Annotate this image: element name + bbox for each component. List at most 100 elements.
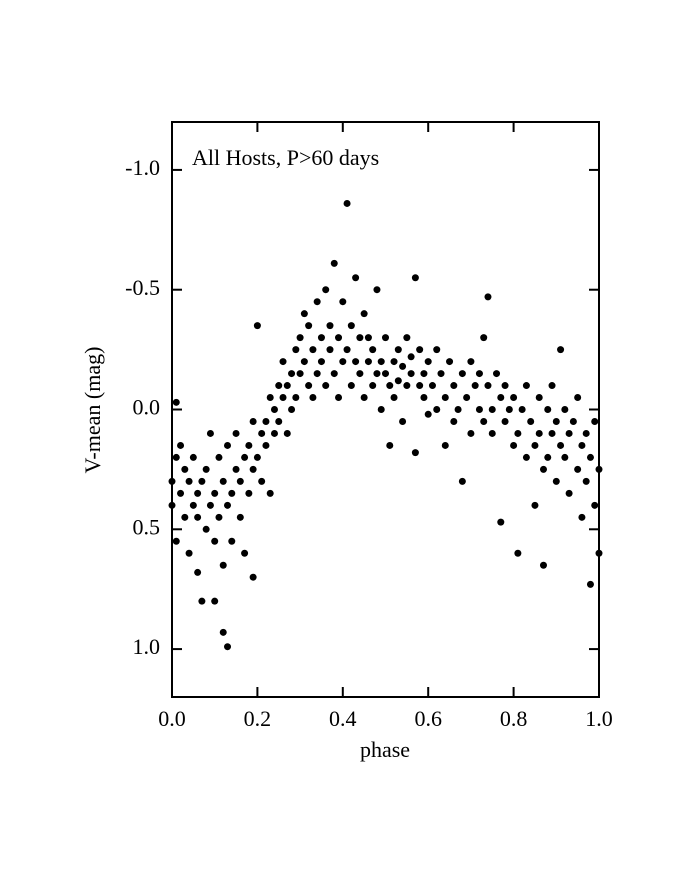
point <box>578 513 586 521</box>
point <box>347 322 355 330</box>
point <box>262 441 270 449</box>
point <box>317 358 325 366</box>
point <box>232 465 240 473</box>
point <box>198 477 206 485</box>
point <box>245 441 253 449</box>
point <box>552 477 560 485</box>
point <box>258 429 266 437</box>
point <box>411 449 419 457</box>
point <box>561 406 569 413</box>
point <box>407 353 415 361</box>
point <box>424 358 432 366</box>
point <box>535 429 543 437</box>
point <box>194 513 202 521</box>
point <box>475 370 483 378</box>
point <box>591 501 599 509</box>
point <box>266 489 274 497</box>
point <box>552 417 560 425</box>
point <box>232 429 240 437</box>
point <box>565 489 573 497</box>
point <box>253 322 261 330</box>
point <box>206 429 214 437</box>
point <box>428 382 436 390</box>
point <box>501 382 509 390</box>
point <box>377 406 385 413</box>
y-tick-label: 0.0 <box>133 395 161 420</box>
point <box>181 465 189 473</box>
point <box>527 417 535 425</box>
point <box>475 406 483 413</box>
point <box>403 382 411 390</box>
point <box>591 417 599 425</box>
x-axis-label: phase <box>360 737 410 762</box>
point <box>454 406 462 413</box>
point <box>202 525 210 533</box>
y-tick-label: 0.5 <box>133 514 161 539</box>
point <box>300 358 308 366</box>
point <box>586 580 594 588</box>
point <box>322 382 330 390</box>
point <box>467 358 475 366</box>
point <box>322 286 330 294</box>
point <box>356 334 364 342</box>
point <box>215 513 223 521</box>
point <box>399 417 407 425</box>
annotation: All Hosts, P>60 days <box>192 145 379 170</box>
point <box>211 489 219 497</box>
point <box>369 346 377 354</box>
point <box>236 477 244 485</box>
point <box>339 358 347 366</box>
point <box>168 501 176 509</box>
point <box>211 537 219 545</box>
point <box>313 298 321 306</box>
point <box>407 370 415 378</box>
point <box>488 429 496 437</box>
point <box>309 346 317 354</box>
point <box>441 394 449 402</box>
point <box>548 429 556 437</box>
point <box>531 501 539 509</box>
point <box>450 382 458 390</box>
point <box>416 382 424 390</box>
point <box>343 199 351 207</box>
point <box>211 597 219 605</box>
point <box>574 465 582 473</box>
point <box>544 406 552 413</box>
y-axis-label: V-mean (mag) <box>80 347 105 474</box>
point <box>390 394 398 402</box>
y-tick-label: 1.0 <box>133 634 161 659</box>
point <box>258 477 266 485</box>
point <box>228 537 236 545</box>
point <box>172 398 180 406</box>
point <box>288 370 296 378</box>
point <box>198 597 206 605</box>
point <box>493 370 501 378</box>
point <box>185 477 193 485</box>
point <box>420 394 428 402</box>
y-tick-label: -1.0 <box>125 155 160 180</box>
point <box>335 394 343 402</box>
point <box>236 513 244 521</box>
point <box>582 429 590 437</box>
point <box>535 394 543 402</box>
point <box>283 429 291 437</box>
point <box>433 406 441 413</box>
point <box>539 465 547 473</box>
point <box>497 518 505 526</box>
point <box>539 561 547 569</box>
point <box>206 501 214 509</box>
point <box>531 441 539 449</box>
point <box>185 549 193 557</box>
point <box>548 382 556 390</box>
point <box>326 346 334 354</box>
point <box>411 274 419 282</box>
point <box>330 370 338 378</box>
point <box>364 334 372 342</box>
point <box>262 417 270 425</box>
point <box>339 298 347 306</box>
point <box>399 362 407 370</box>
point <box>441 441 449 449</box>
point <box>343 346 351 354</box>
point <box>450 417 458 425</box>
